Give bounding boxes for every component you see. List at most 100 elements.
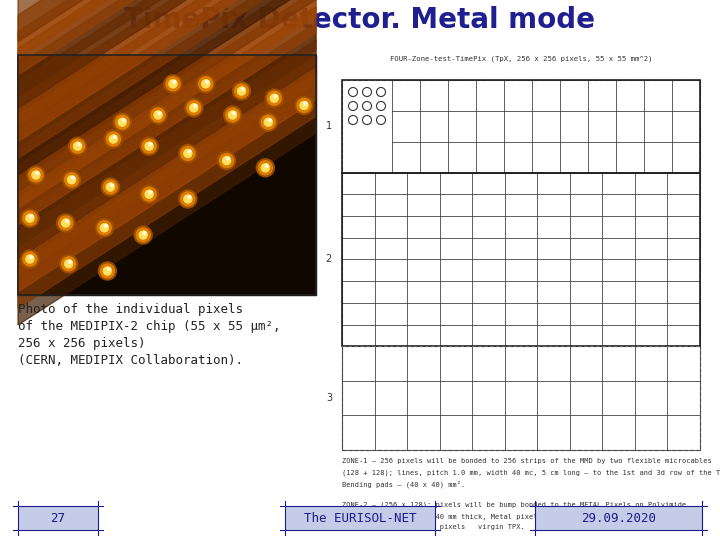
Circle shape (261, 164, 269, 172)
Bar (342, 172, 700, 346)
Text: 27: 27 (50, 511, 66, 524)
Circle shape (194, 104, 197, 107)
Circle shape (32, 171, 40, 179)
Circle shape (179, 190, 197, 208)
Circle shape (181, 192, 195, 206)
Circle shape (206, 80, 209, 83)
Circle shape (100, 224, 109, 232)
Circle shape (23, 252, 37, 266)
Circle shape (109, 135, 117, 143)
Circle shape (107, 267, 110, 271)
Polygon shape (18, 0, 316, 109)
Text: of the MEDIPIX-2 chip (55 x 55 μm²,: of the MEDIPIX-2 chip (55 x 55 μm², (18, 320, 281, 333)
Polygon shape (18, 40, 316, 275)
Circle shape (143, 232, 146, 234)
Circle shape (266, 164, 269, 167)
Text: (CERN, MEDIPIX Collaboration).: (CERN, MEDIPIX Collaboration). (18, 354, 243, 367)
Polygon shape (18, 0, 316, 141)
Bar (18, 506, 98, 530)
Circle shape (142, 187, 156, 201)
Polygon shape (18, 0, 316, 192)
Circle shape (118, 118, 126, 126)
Circle shape (139, 231, 147, 239)
Text: ZONE-2 – (256 x 128); pixels will be bump bonded to the METAL Pixels on Polyimid: ZONE-2 – (256 x 128); pixels will be bum… (342, 502, 686, 509)
Circle shape (149, 106, 167, 124)
Circle shape (113, 113, 131, 131)
Polygon shape (18, 0, 316, 42)
Circle shape (188, 195, 191, 199)
Circle shape (188, 150, 191, 153)
Polygon shape (18, 0, 316, 158)
Text: (128 + 128); lines, pitch 1.0 mm, width 40 mc, 5 cm long – to the 1st and 3d row: (128 + 128); lines, pitch 1.0 mm, width … (342, 469, 720, 476)
Circle shape (97, 221, 112, 235)
Circle shape (26, 255, 34, 263)
Circle shape (102, 178, 120, 196)
Circle shape (297, 98, 311, 112)
Polygon shape (18, 6, 316, 242)
Circle shape (295, 97, 313, 114)
Circle shape (173, 80, 176, 83)
Polygon shape (18, 0, 316, 75)
Polygon shape (18, 0, 316, 225)
Circle shape (136, 228, 150, 242)
Circle shape (140, 185, 158, 203)
Bar (18, 55, 316, 295)
Circle shape (158, 111, 161, 114)
Bar (342, 80, 700, 450)
Circle shape (197, 75, 215, 93)
Circle shape (59, 216, 73, 230)
Circle shape (270, 94, 278, 102)
Circle shape (190, 104, 198, 112)
Circle shape (104, 130, 122, 148)
Circle shape (264, 118, 272, 126)
Circle shape (184, 195, 192, 203)
Circle shape (65, 260, 73, 268)
Circle shape (100, 264, 114, 278)
Circle shape (140, 137, 158, 155)
Circle shape (220, 153, 233, 167)
Polygon shape (18, 90, 316, 325)
Text: 3: 3 (326, 393, 332, 403)
Circle shape (65, 173, 78, 187)
Circle shape (71, 139, 85, 153)
Text: 29.09.2020: 29.09.2020 (581, 511, 656, 524)
Polygon shape (18, 0, 316, 175)
Circle shape (107, 183, 114, 191)
Circle shape (104, 224, 107, 227)
Circle shape (184, 150, 192, 157)
Circle shape (259, 113, 277, 131)
Circle shape (78, 143, 81, 146)
Polygon shape (18, 73, 316, 308)
Circle shape (96, 219, 114, 237)
Circle shape (269, 119, 271, 122)
Circle shape (267, 91, 282, 105)
Circle shape (122, 119, 125, 122)
Circle shape (62, 257, 76, 271)
Circle shape (36, 172, 39, 174)
Circle shape (166, 77, 180, 91)
Circle shape (238, 87, 246, 95)
Circle shape (62, 219, 70, 227)
Circle shape (149, 143, 152, 146)
Circle shape (21, 209, 39, 227)
Circle shape (30, 215, 33, 218)
Text: 2: 2 (325, 254, 332, 265)
Circle shape (115, 115, 130, 129)
Text: Polyimide = 40 mm thick, Metal pixels = 20 mm thick (50 x 50) mm².: Polyimide = 40 mm thick, Metal pixels = … (342, 513, 665, 521)
Circle shape (23, 211, 37, 225)
Text: The EURISOL-NET: The EURISOL-NET (304, 511, 416, 524)
Polygon shape (18, 57, 316, 292)
Circle shape (29, 168, 43, 182)
Circle shape (228, 111, 237, 119)
Circle shape (233, 111, 235, 114)
Text: Bending pads – (40 x 40) mm².: Bending pads – (40 x 40) mm². (342, 480, 465, 488)
Bar (342, 346, 700, 450)
Circle shape (68, 260, 72, 264)
Bar (535, 506, 702, 530)
Circle shape (241, 87, 245, 91)
Circle shape (151, 108, 165, 122)
Circle shape (26, 214, 34, 222)
Polygon shape (18, 0, 316, 125)
Circle shape (256, 159, 274, 177)
Bar (285, 506, 435, 530)
